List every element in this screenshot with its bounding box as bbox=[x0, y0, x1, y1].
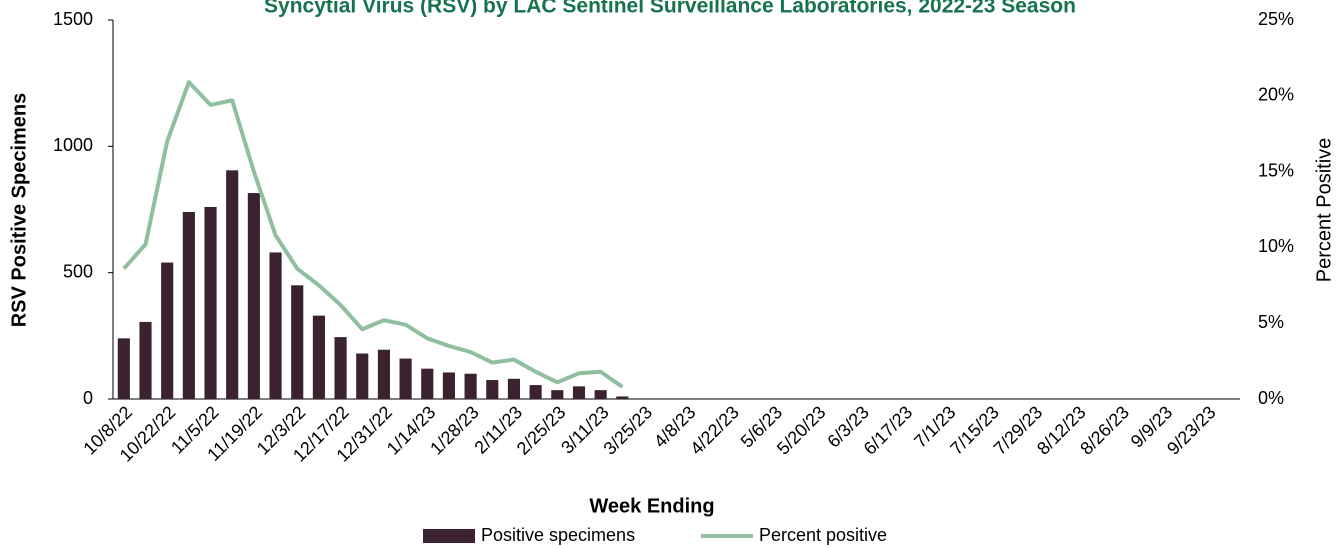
bar bbox=[182, 212, 195, 399]
bar bbox=[291, 285, 304, 399]
bar bbox=[529, 385, 542, 399]
y2-tick-label: 10% bbox=[1258, 236, 1294, 256]
bar bbox=[594, 390, 607, 399]
bar bbox=[507, 378, 521, 399]
bar bbox=[616, 396, 629, 399]
y-tick-label: 0 bbox=[83, 388, 93, 408]
x-tick-label: 3/25/23 bbox=[600, 402, 657, 459]
bar bbox=[247, 193, 260, 399]
legend-swatch bbox=[423, 529, 475, 543]
y-axis-title: RSV Positive Specimens bbox=[8, 93, 30, 328]
y2-tick-label: 15% bbox=[1258, 160, 1294, 180]
bar bbox=[117, 338, 130, 399]
bar bbox=[486, 380, 499, 399]
bar bbox=[442, 372, 456, 399]
bar bbox=[161, 262, 174, 399]
y-tick-label: 1500 bbox=[53, 9, 93, 29]
y2-tick-label: 0% bbox=[1258, 388, 1284, 408]
bar bbox=[356, 353, 369, 399]
bar bbox=[399, 358, 412, 399]
bar bbox=[139, 321, 152, 399]
x-tick-label: 1/28/23 bbox=[426, 402, 483, 459]
bar bbox=[269, 252, 282, 399]
bar bbox=[551, 390, 564, 399]
y-tick-label: 1000 bbox=[53, 135, 93, 155]
y2-tick-label: 5% bbox=[1258, 312, 1284, 332]
x-tick-label: 8/26/23 bbox=[1076, 402, 1133, 459]
chart-title: Syncytial Virus (RSV) by LAC Sentinel Su… bbox=[264, 0, 1076, 18]
x-tick-label: 9/23/23 bbox=[1163, 402, 1220, 459]
legend-label: Percent positive bbox=[759, 525, 887, 545]
x-tick-label: 4/22/23 bbox=[686, 402, 743, 459]
bar bbox=[204, 206, 217, 399]
bar bbox=[421, 368, 434, 399]
y2-tick-label: 25% bbox=[1258, 9, 1294, 29]
line bbox=[122, 80, 624, 389]
x-tick-label: 6/17/23 bbox=[860, 402, 917, 459]
bar bbox=[464, 373, 477, 399]
x-axis-title: Week Ending bbox=[589, 495, 714, 517]
bar bbox=[312, 315, 325, 399]
bar bbox=[334, 337, 347, 399]
legend-label: Positive specimens bbox=[481, 525, 635, 545]
y2-tick-label: 20% bbox=[1258, 85, 1294, 105]
x-tick-label: 5/20/23 bbox=[773, 402, 830, 459]
bar bbox=[572, 386, 586, 399]
bar bbox=[377, 349, 390, 399]
bar bbox=[226, 170, 239, 399]
y2-axis-title: Percent Positive bbox=[1313, 138, 1335, 283]
y-tick-label: 500 bbox=[63, 261, 93, 281]
x-tick-label: 2/25/23 bbox=[513, 402, 570, 459]
